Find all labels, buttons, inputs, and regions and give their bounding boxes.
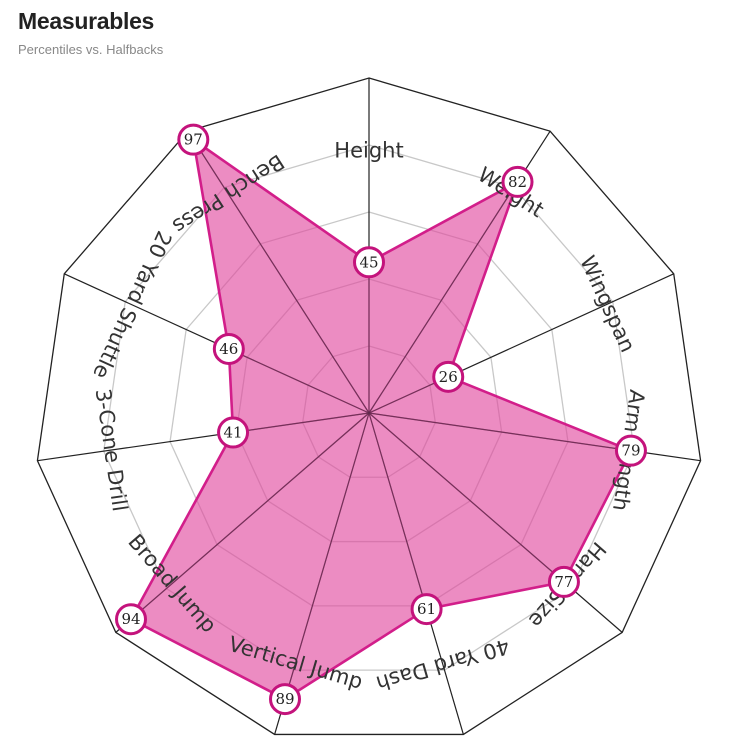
- marker-bench-press: 97: [177, 123, 210, 156]
- marker-value: 89: [275, 690, 294, 708]
- radar-series: [129, 136, 633, 701]
- grid-ring: [103, 144, 635, 671]
- marker-value: 82: [508, 173, 527, 191]
- series-outline: [129, 136, 633, 701]
- marker-circle: [432, 360, 465, 393]
- marker-value: 26: [439, 368, 458, 386]
- chart-subtitle: Percentiles vs. Halfbacks: [18, 42, 164, 57]
- marker-height: 45: [353, 246, 385, 279]
- axis-label-3-cone-drill: 3-Cone Drill: [91, 387, 132, 513]
- marker-value: 77: [554, 573, 573, 591]
- axis-label-20-yard-shuttle: 20 Yard Shuttle: [88, 227, 176, 382]
- marker-circle: [115, 603, 148, 636]
- chart-title: Measurables: [18, 8, 155, 34]
- marker-circle: [501, 165, 534, 198]
- marker-broad-jump: 94: [115, 603, 148, 636]
- marker-value: 94: [121, 610, 140, 628]
- marker-circle: [410, 593, 443, 626]
- marker-circle: [177, 123, 210, 156]
- marker-vertical-jump: 89: [269, 683, 302, 716]
- marker-value: 45: [359, 253, 378, 271]
- value-line: [228, 348, 370, 414]
- value-line: [368, 412, 428, 610]
- marker-value: 79: [621, 442, 640, 460]
- axis-label-height: Height: [334, 139, 403, 163]
- data-markers: 45 82 26 79 77 61 89 94 41 46 97: [115, 123, 647, 716]
- marker-arm-length: 79: [614, 434, 647, 467]
- marker-circle: [217, 416, 250, 449]
- value-line: [192, 139, 370, 414]
- axis-label-40-yard-dash: 40 Yard Dash: [373, 634, 512, 696]
- marker-wingspan: 26: [432, 360, 465, 393]
- marker-weight: 82: [501, 165, 534, 198]
- marker-value: 61: [417, 600, 436, 618]
- marker-hand-size: 77: [547, 565, 580, 598]
- marker-3-cone-drill: 41: [217, 416, 250, 449]
- axis-label-wingspan: Wingspan: [575, 252, 640, 356]
- value-line: [368, 412, 565, 583]
- marker-circle: [353, 246, 385, 279]
- value-line: [284, 412, 370, 700]
- series-area: [131, 139, 631, 700]
- value-line: [232, 412, 370, 434]
- marker-circle: [212, 332, 245, 365]
- value-line: [130, 412, 370, 620]
- outer-ring: [36, 77, 702, 736]
- marker-circle: [269, 683, 302, 716]
- marker-20-yard-shuttle: 46: [212, 332, 245, 365]
- marker-value: 41: [224, 424, 243, 442]
- marker-circle: [547, 565, 580, 598]
- value-line: [368, 412, 632, 452]
- marker-circle: [614, 434, 647, 467]
- marker-value: 97: [184, 131, 203, 149]
- marker-value: 46: [219, 340, 238, 358]
- marker-40-yard-dash: 61: [410, 593, 443, 626]
- value-line: [368, 181, 519, 414]
